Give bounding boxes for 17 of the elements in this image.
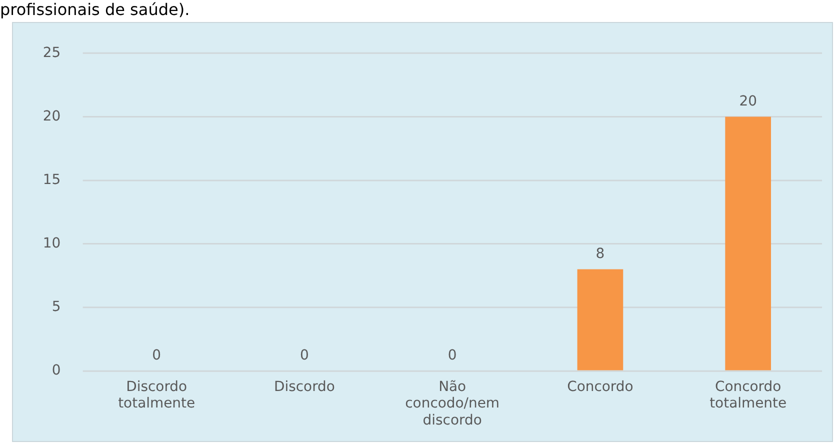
data-label: 20: [739, 94, 757, 110]
y-tick-label: 15: [42, 172, 61, 188]
x-tick-label: Discordo: [274, 378, 335, 395]
y-tick-label: 0: [52, 362, 61, 379]
x-tick-label: Concordo: [567, 378, 634, 395]
data-label: 0: [448, 348, 457, 364]
y-tick-label: 25: [42, 44, 61, 61]
data-label: 0: [300, 348, 309, 364]
y-tick-label: 5: [52, 299, 61, 316]
data-label: 0: [152, 348, 162, 364]
x-tick-label: Concordo totalmente: [710, 378, 787, 412]
x-tick-label: Não concodo/nem discordo: [405, 378, 500, 428]
data-label: 8: [596, 246, 605, 262]
x-tick-label: Discordo totalmente: [118, 378, 196, 412]
y-tick-label: 10: [42, 236, 61, 252]
text: profissionais de saúde).: [0, 0, 190, 20]
y-tick-label: 20: [42, 108, 61, 124]
